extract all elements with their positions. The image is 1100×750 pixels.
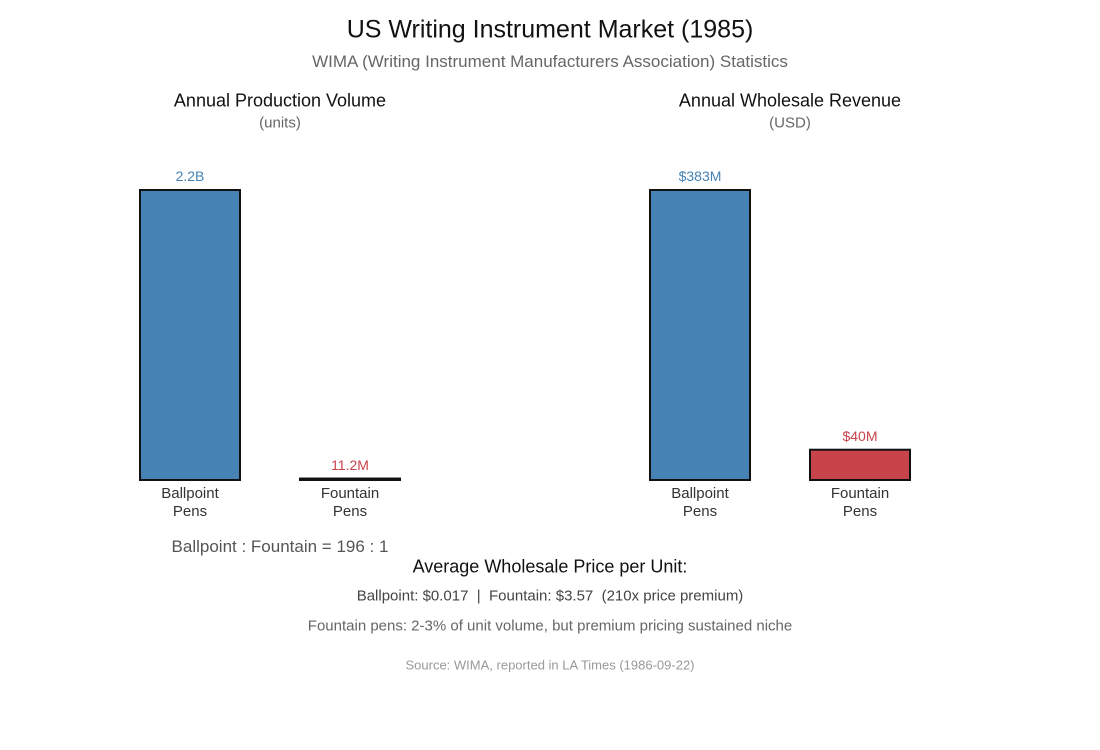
price-line: Ballpoint: $0.017 | Fountain: $3.57 (210… bbox=[356, 587, 744, 605]
value-label: 11.2M bbox=[331, 456, 369, 473]
title: US Writing Instrument Market (1985) bbox=[346, 15, 754, 44]
price-heading: Average Wholesale Price per Unit: bbox=[412, 556, 688, 577]
chart-title: Annual Production Volume bbox=[173, 90, 387, 111]
value-label: 2.2B bbox=[175, 168, 205, 184]
chart-subtitle: (USD) bbox=[769, 114, 811, 132]
bar bbox=[299, 477, 401, 482]
bar bbox=[649, 189, 751, 481]
bar bbox=[139, 189, 241, 481]
chart-title: Annual Wholesale Revenue bbox=[678, 90, 902, 111]
x-tick-label: Fountain Pens bbox=[830, 485, 890, 520]
chart-subtitle: (units) bbox=[259, 114, 301, 132]
x-tick-label: Ballpoint Pens bbox=[161, 485, 219, 520]
x-tick-label: Fountain Pens bbox=[320, 485, 380, 520]
source: Source: WIMA, reported in LA Times (1986… bbox=[405, 657, 695, 673]
x-tick-label: Ballpoint Pens bbox=[671, 485, 729, 520]
ratio-note: Ballpoint : Fountain = 196 : 1 bbox=[171, 537, 389, 556]
bar bbox=[809, 448, 911, 482]
value-label: $40M bbox=[842, 427, 878, 444]
subtitle: WIMA (Writing Instrument Manufacturers A… bbox=[312, 52, 788, 71]
niche-note: Fountain pens: 2-3% of unit volume, but … bbox=[307, 617, 793, 635]
value-label: $383M bbox=[678, 168, 722, 184]
